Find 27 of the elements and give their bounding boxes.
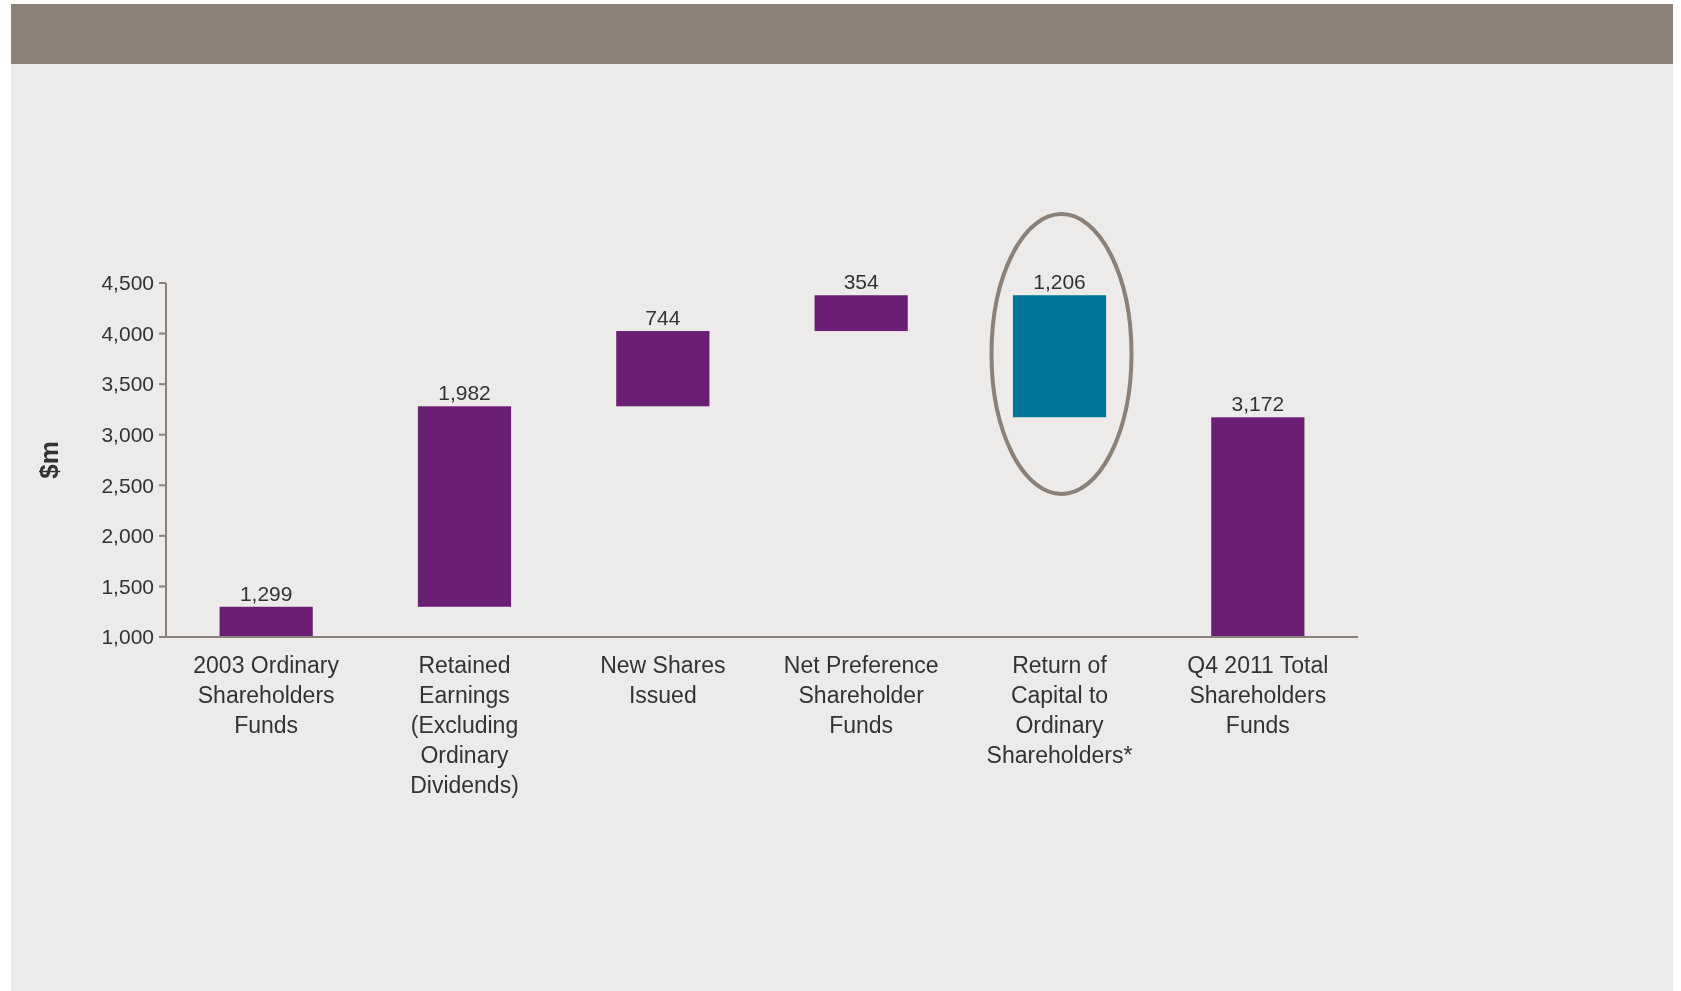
data-label: 3,172 [1231,392,1285,416]
y-tick-label: 4,500 [101,271,154,295]
bar [417,406,512,607]
bar [1012,295,1107,418]
x-tick-label: New Shares Issued [600,652,726,708]
data-label: 744 [645,306,681,330]
bar [814,295,908,332]
y-tick-label: 1,500 [101,574,154,598]
x-tick-label: Net Preference Shareholder Funds [783,652,939,738]
y-tick-label: 4,000 [101,321,154,345]
x-tick-label: Return of Capital to Ordinary Shareholders* [986,652,1133,768]
y-tick-label: 3,000 [101,423,154,447]
x-tick-label: Retained Earnings (Excluding Ordinary Dividends) [410,652,519,798]
data-label: 354 [843,270,879,294]
data-label: 1,206 [1033,270,1086,294]
x-tick-label: Q4 2011 Total Shareholders Funds [1187,652,1329,738]
y-tick-label: 3,500 [101,372,154,396]
data-label: 1,299 [239,581,293,605]
bar [1211,417,1305,637]
y-tick-label: 1,000 [101,625,154,649]
x-tick-label: 2003 Ordinary Shareholders Funds [193,652,340,738]
bar [219,606,313,637]
bar [616,331,710,407]
y-tick-label: 2,000 [101,524,154,548]
data-label: 1,982 [438,381,491,405]
y-axis-title: $m [34,441,64,479]
y-tick-label: 2,500 [101,473,154,497]
